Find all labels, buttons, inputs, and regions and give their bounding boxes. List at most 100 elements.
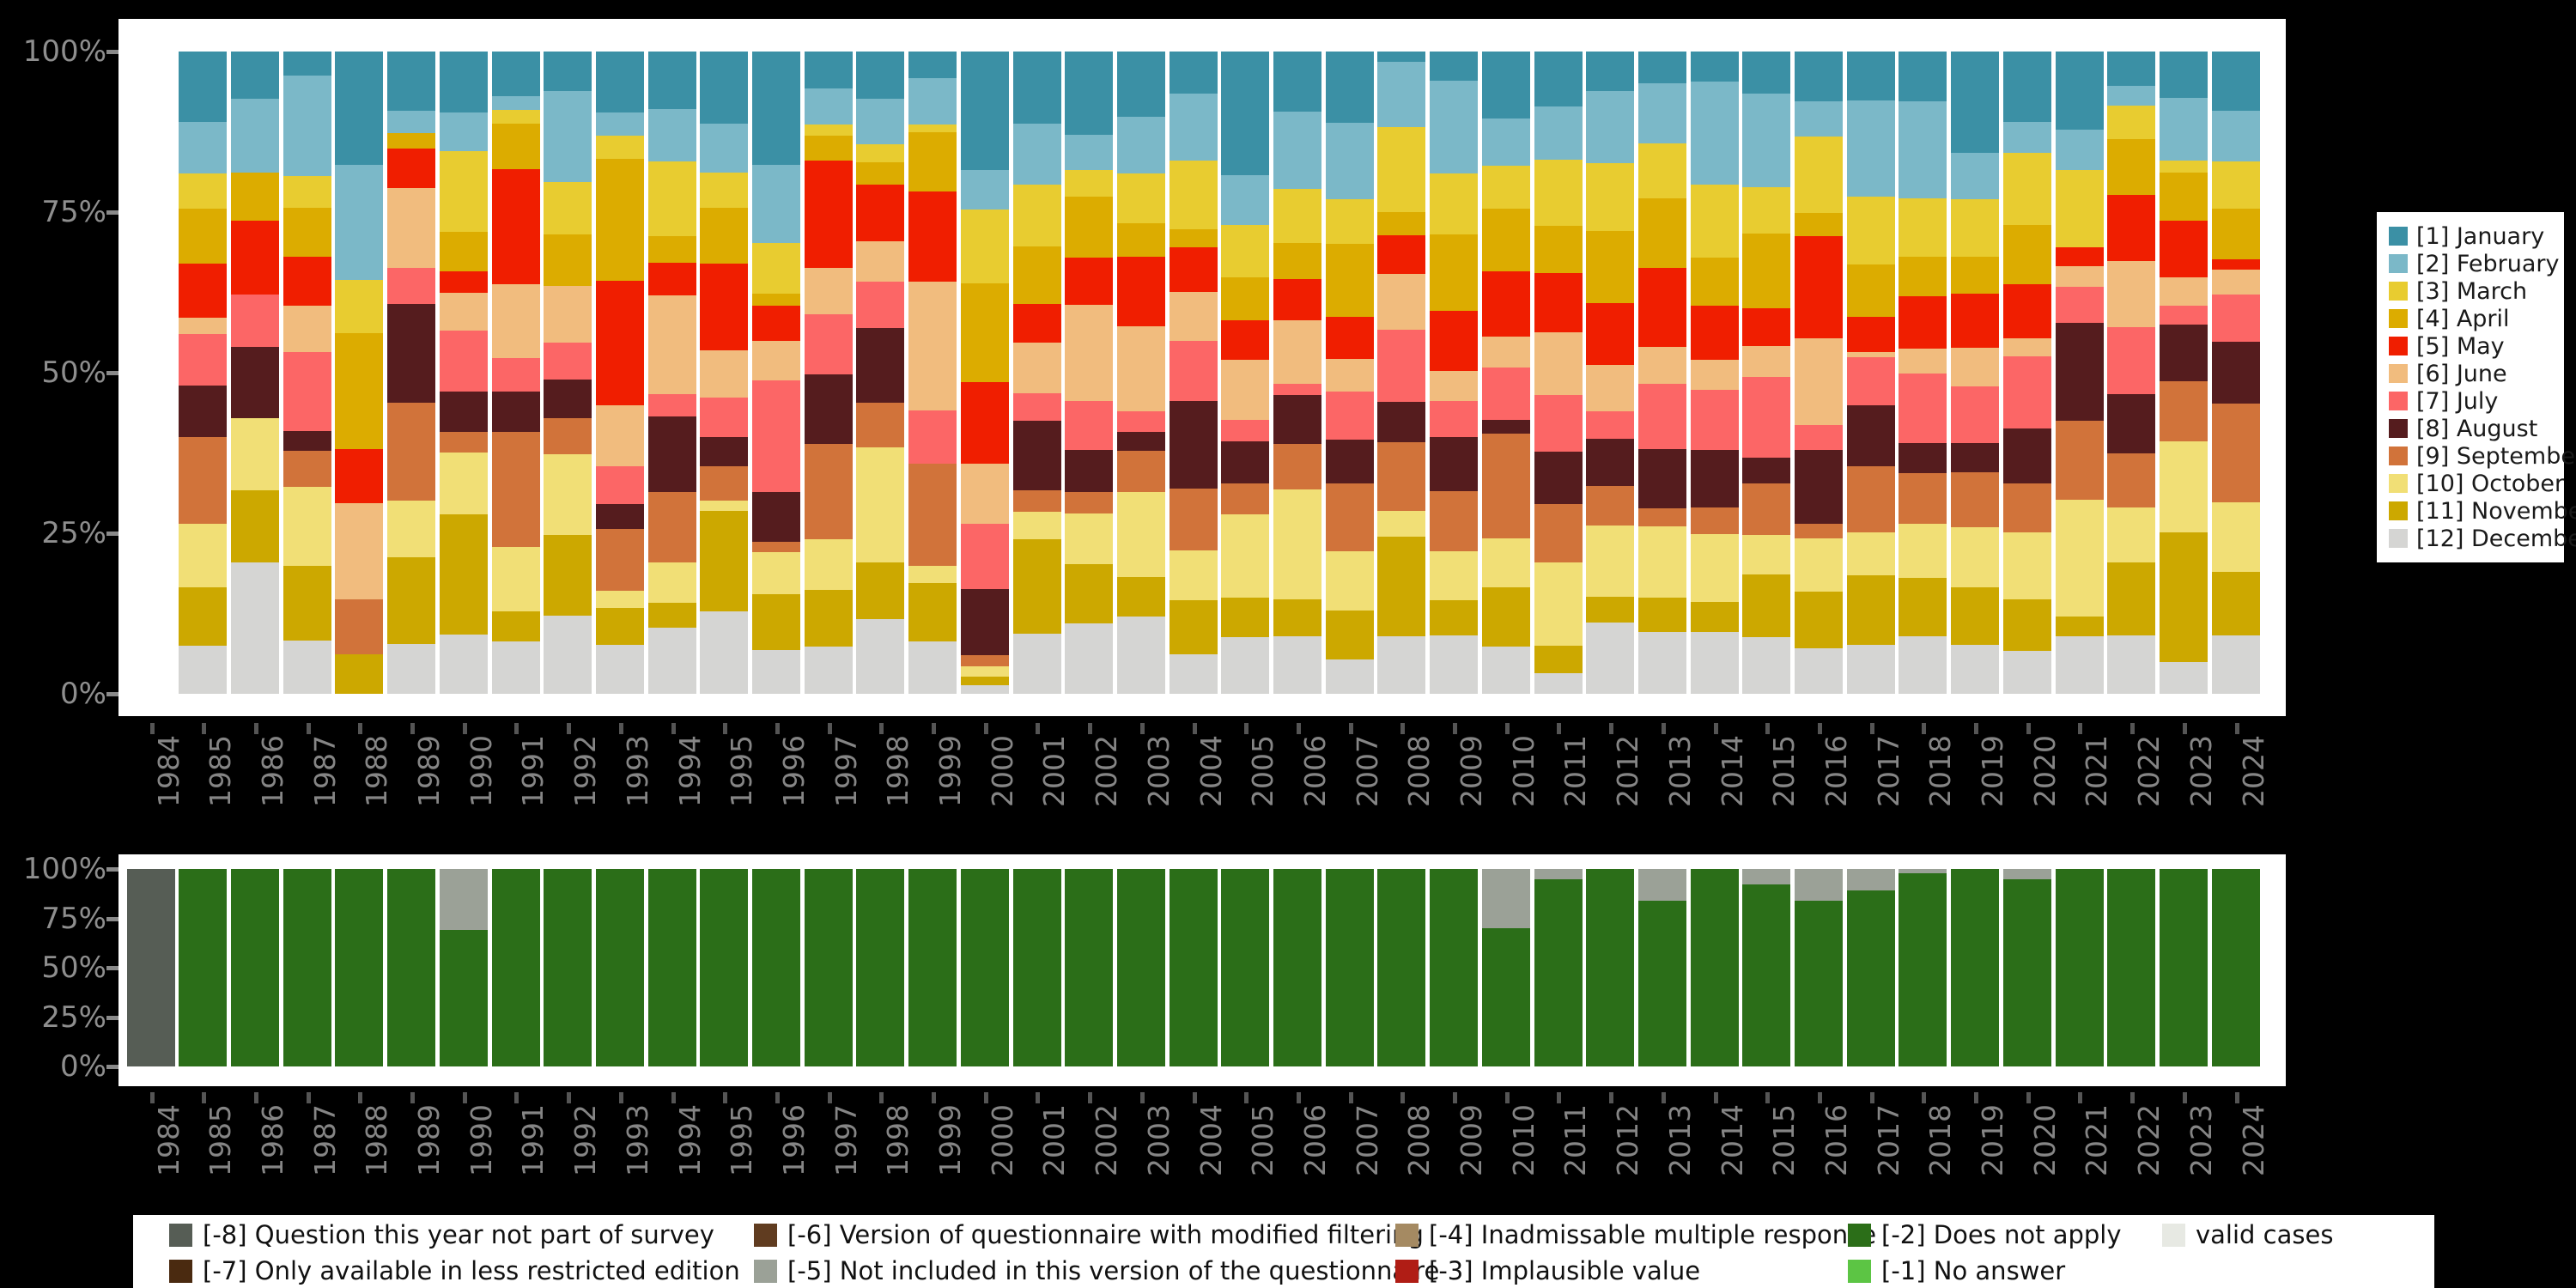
segment-2011-8August[interactable] bbox=[1534, 452, 1583, 504]
segment-2015-1January[interactable] bbox=[1742, 52, 1790, 94]
segment-2010-6June[interactable] bbox=[1482, 337, 1530, 368]
segment-1991-9September[interactable] bbox=[492, 432, 540, 547]
segment-1997-12December[interactable] bbox=[805, 647, 853, 694]
missing-segment-2022-green[interactable] bbox=[2107, 869, 2155, 1066]
segment-2019-3March[interactable] bbox=[1951, 199, 1999, 257]
segment-2007-10October[interactable] bbox=[1326, 551, 1374, 611]
segment-2023-7July[interactable] bbox=[2160, 306, 2208, 325]
segment-2012-3March[interactable] bbox=[1586, 163, 1634, 231]
segment-2016-6June[interactable] bbox=[1795, 338, 1843, 425]
segment-1990-4April[interactable] bbox=[440, 232, 488, 270]
segment-1998-11November[interactable] bbox=[856, 562, 904, 619]
segment-2011-7July[interactable] bbox=[1534, 395, 1583, 452]
segment-2008-12December[interactable] bbox=[1377, 636, 1425, 694]
segment-1995-4April[interactable] bbox=[700, 208, 748, 264]
segment-2013-12December[interactable] bbox=[1638, 632, 1686, 694]
segment-2009-3March[interactable] bbox=[1430, 173, 1478, 235]
segment-1998-10October[interactable] bbox=[856, 447, 904, 562]
segment-2008-3March[interactable] bbox=[1377, 127, 1425, 212]
segment-2014-6June[interactable] bbox=[1691, 360, 1739, 389]
segment-2009-1January[interactable] bbox=[1430, 52, 1478, 81]
segment-1996-8August[interactable] bbox=[752, 492, 800, 542]
segment-2018-5May[interactable] bbox=[1899, 296, 1947, 349]
segment-2005-8August[interactable] bbox=[1221, 441, 1269, 483]
segment-2003-5May[interactable] bbox=[1117, 257, 1165, 327]
segment-1999-9September[interactable] bbox=[908, 464, 957, 566]
segment-2018-7July[interactable] bbox=[1899, 374, 1947, 444]
segment-2000-10October[interactable] bbox=[961, 666, 1009, 677]
segment-2022-3March[interactable] bbox=[2107, 106, 2155, 140]
segment-2014-12December[interactable] bbox=[1691, 632, 1739, 694]
segment-2012-5May[interactable] bbox=[1586, 303, 1634, 365]
missing-segment-1991-green[interactable] bbox=[492, 869, 540, 1066]
segment-1994-11November[interactable] bbox=[648, 603, 696, 628]
segment-2000-4April[interactable] bbox=[961, 283, 1009, 382]
segment-1989-10October[interactable] bbox=[387, 501, 435, 557]
segment-2009-10October[interactable] bbox=[1430, 551, 1478, 600]
segment-1991-8August[interactable] bbox=[492, 392, 540, 432]
segment-2004-3March[interactable] bbox=[1170, 161, 1218, 229]
segment-2005-9September[interactable] bbox=[1221, 483, 1269, 515]
segment-1988-11November[interactable] bbox=[335, 654, 383, 694]
segment-2007-8August[interactable] bbox=[1326, 440, 1374, 483]
segment-2013-1January[interactable] bbox=[1638, 52, 1686, 83]
segment-2021-8August[interactable] bbox=[2056, 323, 2104, 421]
segment-2006-3March[interactable] bbox=[1273, 189, 1321, 243]
segment-2020-6June[interactable] bbox=[2003, 338, 2051, 356]
segment-1990-7July[interactable] bbox=[440, 331, 488, 392]
segment-2008-4April[interactable] bbox=[1377, 212, 1425, 235]
segment-2006-6June[interactable] bbox=[1273, 320, 1321, 384]
segment-1991-7July[interactable] bbox=[492, 358, 540, 392]
segment-1996-2February[interactable] bbox=[752, 165, 800, 243]
segment-2010-11November[interactable] bbox=[1482, 587, 1530, 647]
segment-1994-6June[interactable] bbox=[648, 295, 696, 394]
segment-2023-8August[interactable] bbox=[2160, 325, 2208, 381]
segment-2009-9September[interactable] bbox=[1430, 491, 1478, 551]
segment-1989-9September[interactable] bbox=[387, 403, 435, 501]
segment-2004-4April[interactable] bbox=[1170, 229, 1218, 247]
segment-1994-4April[interactable] bbox=[648, 236, 696, 263]
segment-2020-9September[interactable] bbox=[2003, 483, 2051, 532]
missing-segment-2012-green[interactable] bbox=[1586, 869, 1634, 1066]
segment-2019-2February[interactable] bbox=[1951, 153, 1999, 199]
segment-2015-2February[interactable] bbox=[1742, 94, 1790, 187]
segment-1998-7July[interactable] bbox=[856, 282, 904, 328]
segment-2019-4April[interactable] bbox=[1951, 257, 1999, 294]
segment-2010-1January[interactable] bbox=[1482, 52, 1530, 118]
segment-2008-6June[interactable] bbox=[1377, 274, 1425, 329]
segment-2016-2February[interactable] bbox=[1795, 101, 1843, 137]
missing-segment-2013-notincluded[interactable] bbox=[1638, 869, 1686, 901]
segment-1993-7July[interactable] bbox=[596, 466, 644, 504]
segment-1987-3March[interactable] bbox=[283, 176, 331, 208]
missing-segment-2019-green[interactable] bbox=[1951, 869, 1999, 1066]
segment-1995-11November[interactable] bbox=[700, 511, 748, 611]
missing-segment-2024-green[interactable] bbox=[2212, 869, 2260, 1066]
segment-1994-1January[interactable] bbox=[648, 52, 696, 109]
missing-segment-2010-green[interactable] bbox=[1482, 928, 1530, 1066]
segment-2001-10October[interactable] bbox=[1013, 512, 1061, 538]
segment-1998-1January[interactable] bbox=[856, 52, 904, 99]
segment-1989-6June[interactable] bbox=[387, 188, 435, 268]
segment-2007-1January[interactable] bbox=[1326, 52, 1374, 123]
segment-1988-2February[interactable] bbox=[335, 165, 383, 280]
segment-2003-1January[interactable] bbox=[1117, 52, 1165, 117]
segment-1985-12December[interactable] bbox=[179, 646, 227, 694]
segment-1985-2February[interactable] bbox=[179, 122, 227, 173]
segment-2000-6June[interactable] bbox=[961, 464, 1009, 524]
segment-2006-8August[interactable] bbox=[1273, 395, 1321, 444]
segment-1993-8August[interactable] bbox=[596, 504, 644, 529]
segment-1991-12December[interactable] bbox=[492, 641, 540, 694]
segment-2017-3March[interactable] bbox=[1847, 197, 1895, 264]
segment-2002-2February[interactable] bbox=[1065, 135, 1113, 169]
segment-2023-6June[interactable] bbox=[2160, 277, 2208, 307]
segment-2006-5May[interactable] bbox=[1273, 279, 1321, 319]
segment-2008-8August[interactable] bbox=[1377, 402, 1425, 441]
segment-1989-5May[interactable] bbox=[387, 149, 435, 188]
segment-1997-11November[interactable] bbox=[805, 590, 853, 647]
missing-segment-2004-green[interactable] bbox=[1170, 869, 1218, 1066]
segment-2007-2February[interactable] bbox=[1326, 123, 1374, 199]
missing-segment-2017-notincluded[interactable] bbox=[1847, 869, 1895, 890]
segment-1989-4April[interactable] bbox=[387, 133, 435, 149]
segment-2024-9September[interactable] bbox=[2212, 404, 2260, 502]
segment-2007-9September[interactable] bbox=[1326, 483, 1374, 551]
